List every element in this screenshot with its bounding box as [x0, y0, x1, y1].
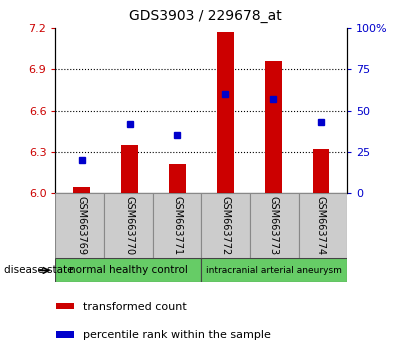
- Text: GSM663774: GSM663774: [316, 196, 326, 255]
- Bar: [217, 33, 234, 193]
- Text: intracranial arterial aneurysm: intracranial arterial aneurysm: [206, 266, 342, 275]
- Bar: [250, 193, 299, 258]
- Bar: [121, 145, 138, 193]
- Text: GDS3903 / 229678_at: GDS3903 / 229678_at: [129, 9, 282, 23]
- Bar: [104, 193, 153, 258]
- Text: normal healthy control: normal healthy control: [69, 266, 188, 275]
- Text: GSM663770: GSM663770: [125, 196, 135, 255]
- Text: transformed count: transformed count: [83, 302, 187, 312]
- Bar: [55, 193, 104, 258]
- Bar: [265, 61, 282, 193]
- Bar: [56, 331, 74, 338]
- Text: GSM663772: GSM663772: [220, 196, 230, 256]
- Text: GSM663769: GSM663769: [77, 196, 87, 255]
- Bar: [74, 188, 90, 193]
- Bar: [201, 258, 347, 282]
- Bar: [55, 258, 201, 282]
- Bar: [153, 193, 201, 258]
- Bar: [299, 193, 347, 258]
- Bar: [56, 303, 74, 309]
- Bar: [313, 149, 329, 193]
- Text: percentile rank within the sample: percentile rank within the sample: [83, 330, 271, 340]
- Text: disease state: disease state: [4, 266, 74, 275]
- Text: GSM663773: GSM663773: [268, 196, 278, 255]
- Text: GSM663771: GSM663771: [173, 196, 182, 255]
- Bar: [169, 164, 186, 193]
- Bar: [201, 193, 250, 258]
